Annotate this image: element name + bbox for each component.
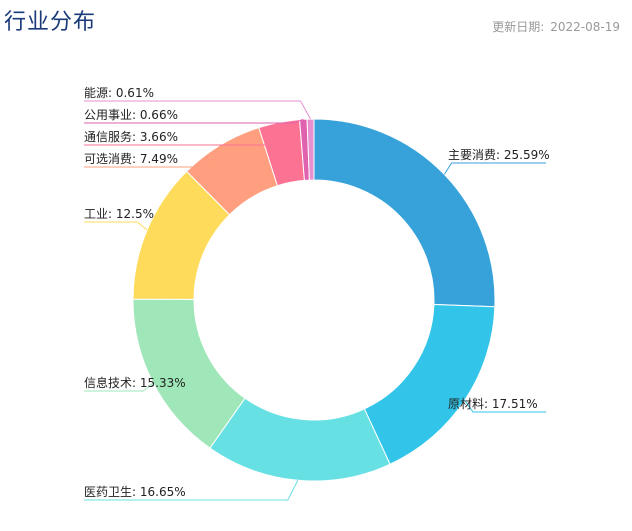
slice-label: 可选消费: 7.49% bbox=[84, 152, 178, 166]
slice-label: 能源: 0.61% bbox=[84, 86, 154, 100]
update-date: 更新日期: 2022-08-19 bbox=[492, 18, 620, 35]
page-title: 行业分布 bbox=[4, 10, 97, 35]
leader-line bbox=[84, 221, 148, 231]
slice-label: 通信服务: 3.66% bbox=[84, 129, 178, 144]
update-date-value: 2022-08-19 bbox=[550, 20, 620, 34]
slice-label: 医药卫生: 16.65% bbox=[84, 485, 186, 499]
donut-slice[interactable] bbox=[363, 303, 496, 465]
leader-line bbox=[84, 122, 280, 146]
donut-slice[interactable] bbox=[306, 118, 315, 181]
update-date-label: 更新日期: bbox=[492, 20, 545, 34]
leader-line bbox=[84, 118, 304, 124]
donut-slice[interactable] bbox=[209, 397, 391, 482]
slice-label: 信息技术: 15.33% bbox=[84, 375, 186, 390]
leader-line bbox=[84, 145, 221, 168]
leader-line bbox=[84, 382, 154, 392]
slice-label: 原材料: 17.51% bbox=[448, 397, 538, 411]
slice-label: 工业: 12.5% bbox=[84, 207, 154, 221]
leader-line bbox=[84, 480, 299, 501]
leader-line bbox=[84, 100, 311, 120]
donut-slices bbox=[132, 118, 496, 482]
slice-label: 主要消费: 25.59% bbox=[448, 148, 550, 162]
donut-labels: 主要消费: 25.59% 原材料: 17.51% 医药卫生: 16.65% 信息技术:… bbox=[84, 86, 550, 501]
slice-label: 公用事业: 0.66% bbox=[84, 108, 178, 122]
leader-line bbox=[443, 162, 546, 175]
leader-line bbox=[464, 399, 546, 413]
